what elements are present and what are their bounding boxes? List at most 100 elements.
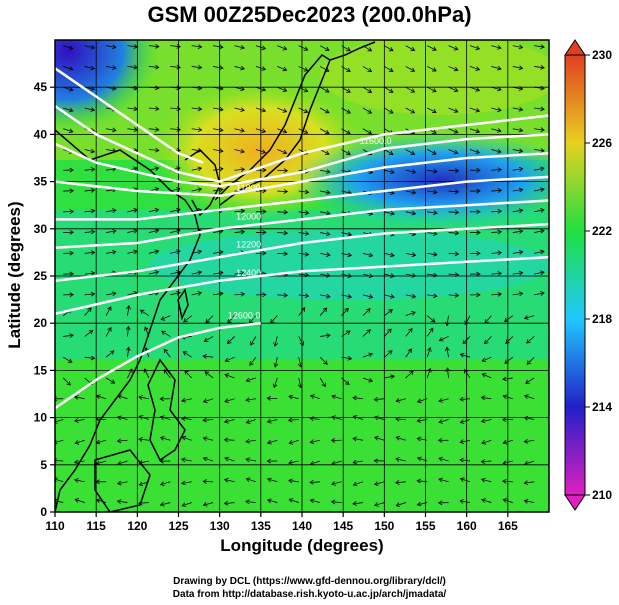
streamline-segment xyxy=(534,45,545,48)
streamline-arrowhead xyxy=(219,249,224,255)
streamline-segment xyxy=(277,252,288,255)
streamline-arrowhead xyxy=(410,109,416,114)
streamline-arrowhead xyxy=(416,501,422,507)
streamline-arrowhead xyxy=(445,367,451,372)
streamline-arrowhead xyxy=(411,273,417,278)
streamline-segment xyxy=(448,45,458,50)
streamline-segment xyxy=(384,169,395,173)
streamline-segment xyxy=(447,367,449,378)
streamline-segment xyxy=(213,149,223,152)
streamline-arrowhead xyxy=(475,66,481,71)
streamline-arrowhead xyxy=(74,395,79,400)
streamline-arrowhead xyxy=(154,270,160,275)
streamline-segment xyxy=(448,66,458,71)
streamline-segment xyxy=(331,501,342,503)
streamline-arrowhead xyxy=(309,479,314,485)
streamline-segment xyxy=(491,189,502,192)
streamline-arrowhead xyxy=(480,418,486,424)
streamline-segment xyxy=(405,370,414,379)
colorbar-tick-label: 222 xyxy=(592,224,612,238)
streamline-segment xyxy=(448,128,458,134)
streamline-segment xyxy=(362,273,373,277)
streamline-segment xyxy=(491,272,502,275)
streamline-segment xyxy=(469,66,480,71)
streamline-segment xyxy=(534,292,545,296)
streamline-segment xyxy=(249,356,257,366)
streamline-arrowhead xyxy=(197,249,203,255)
coastline-philippines xyxy=(147,358,186,462)
streamline-segment xyxy=(234,272,245,275)
streamline-segment xyxy=(395,398,406,402)
contour-label: 12400 xyxy=(236,268,261,278)
streamline-arrowhead xyxy=(323,360,328,365)
streamline-arrowhead xyxy=(463,368,469,374)
streamline-segment xyxy=(396,436,406,441)
streamline-arrowhead xyxy=(518,106,524,112)
streamline-arrowhead xyxy=(481,440,486,445)
streamline-arrowhead xyxy=(523,415,529,421)
colorbar-tick-label: 230 xyxy=(592,48,612,62)
streamline-arrowhead xyxy=(261,87,267,92)
streamline-arrowhead xyxy=(223,437,229,443)
streamline-arrowhead xyxy=(416,418,422,423)
streamline-arrowhead xyxy=(454,230,460,236)
streamline-segment xyxy=(491,86,502,91)
streamline-arrowhead xyxy=(287,417,293,423)
streamline-segment xyxy=(170,292,181,296)
streamline-arrowhead xyxy=(112,44,117,50)
streamline-segment xyxy=(341,107,351,114)
streamline-arrowhead xyxy=(95,460,101,466)
streamline-arrowhead xyxy=(540,270,545,276)
streamline-segment xyxy=(63,107,73,112)
streamline-segment xyxy=(524,481,535,484)
streamline-segment xyxy=(341,128,351,135)
streamline-segment xyxy=(439,336,449,341)
streamline-arrowhead xyxy=(346,150,351,155)
x-tick-label: 110 xyxy=(45,519,65,533)
streamline-segment xyxy=(331,416,342,420)
streamline-arrowhead xyxy=(388,47,394,52)
streamline-arrowhead xyxy=(523,315,529,320)
streamline-arrowhead xyxy=(176,249,181,255)
streamline-segment xyxy=(203,419,214,421)
streamline-arrowhead xyxy=(240,65,245,71)
streamline-segment xyxy=(512,251,523,254)
streamline-arrowhead xyxy=(433,251,438,257)
streamline-segment xyxy=(84,307,92,316)
streamline-segment xyxy=(460,500,471,503)
streamline-segment xyxy=(341,377,350,385)
y-tick-label: 45 xyxy=(34,80,48,94)
streamline-arrowhead xyxy=(481,357,487,362)
streamline-arrowhead xyxy=(326,333,331,339)
streamline-segment xyxy=(534,188,545,192)
streamline-arrowhead xyxy=(438,398,443,403)
streamline-segment xyxy=(277,232,288,234)
streamline-segment xyxy=(319,356,328,365)
streamline-segment xyxy=(362,107,372,114)
streamline-segment xyxy=(245,439,256,443)
streamline-segment xyxy=(170,250,181,254)
streamline-arrowhead xyxy=(95,394,101,399)
streamline-segment xyxy=(205,315,214,323)
streamline-segment xyxy=(310,417,321,420)
streamline-segment xyxy=(191,188,202,192)
streamline-segment xyxy=(448,252,459,255)
streamline-arrowhead xyxy=(138,395,143,400)
streamline-arrowhead xyxy=(181,397,186,403)
streamline-segment xyxy=(255,86,266,91)
streamline-arrowhead xyxy=(219,166,224,172)
streamline-arrowhead xyxy=(270,319,275,324)
streamline-arrowhead xyxy=(197,44,203,49)
streamline-segment xyxy=(427,294,438,297)
y-tick-label: 10 xyxy=(34,411,48,425)
streamline-arrowhead xyxy=(300,307,306,312)
streamline-arrowhead xyxy=(288,460,293,465)
streamline-segment xyxy=(267,439,278,444)
streamline-segment xyxy=(459,459,471,462)
streamline-arrowhead xyxy=(240,128,245,133)
streamline-segment xyxy=(234,107,245,111)
streamline-arrowhead xyxy=(433,189,438,195)
streamline-arrowhead xyxy=(331,481,336,486)
streamline-segment xyxy=(484,336,492,344)
